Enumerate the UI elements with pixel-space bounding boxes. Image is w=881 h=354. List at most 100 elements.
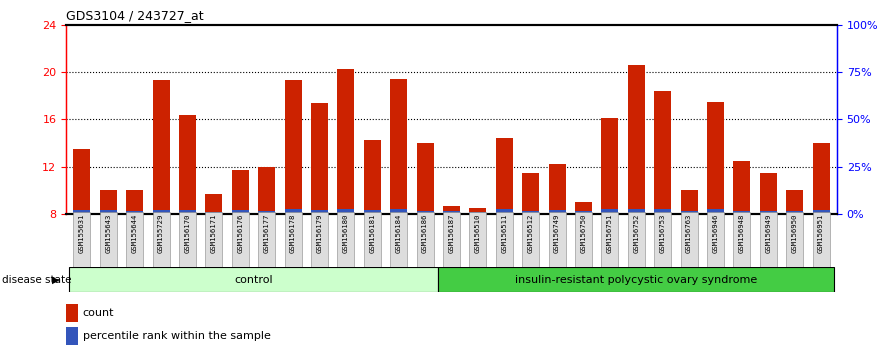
Bar bbox=[575, 212, 592, 267]
Text: GSM156512: GSM156512 bbox=[528, 214, 534, 253]
Text: GSM156184: GSM156184 bbox=[396, 214, 402, 253]
Text: GSM156753: GSM156753 bbox=[660, 214, 666, 253]
Text: GSM156187: GSM156187 bbox=[448, 214, 455, 253]
Bar bbox=[496, 138, 513, 214]
Text: GSM155729: GSM155729 bbox=[158, 214, 164, 253]
Bar bbox=[680, 211, 698, 214]
Text: GSM155644: GSM155644 bbox=[132, 214, 137, 253]
Text: percentile rank within the sample: percentile rank within the sample bbox=[83, 331, 270, 341]
Bar bbox=[733, 211, 751, 214]
Text: GSM155643: GSM155643 bbox=[106, 214, 111, 253]
Text: GSM156186: GSM156186 bbox=[422, 214, 428, 253]
Bar bbox=[179, 212, 196, 267]
Text: GSM156510: GSM156510 bbox=[475, 214, 481, 253]
Bar bbox=[707, 102, 724, 214]
Bar bbox=[390, 79, 407, 214]
Bar bbox=[205, 212, 223, 267]
Bar bbox=[654, 212, 671, 267]
Text: GSM156179: GSM156179 bbox=[316, 214, 322, 253]
Bar bbox=[628, 210, 645, 214]
Text: disease state: disease state bbox=[2, 275, 71, 285]
Bar bbox=[337, 69, 354, 214]
Bar bbox=[364, 212, 381, 267]
Bar bbox=[66, 304, 78, 321]
Bar bbox=[205, 212, 223, 214]
Bar bbox=[680, 190, 698, 214]
Text: GSM156511: GSM156511 bbox=[501, 214, 507, 253]
Text: GSM156946: GSM156946 bbox=[713, 214, 719, 253]
Bar bbox=[100, 212, 117, 267]
Bar bbox=[73, 212, 91, 267]
Bar bbox=[602, 212, 618, 267]
Bar bbox=[311, 103, 328, 214]
Bar bbox=[337, 212, 354, 267]
Bar bbox=[417, 143, 433, 214]
Bar bbox=[707, 210, 724, 214]
Text: insulin-resistant polycystic ovary syndrome: insulin-resistant polycystic ovary syndr… bbox=[515, 275, 758, 285]
Bar bbox=[417, 211, 433, 214]
Bar bbox=[707, 212, 724, 267]
Bar bbox=[549, 212, 566, 267]
Bar bbox=[232, 212, 249, 267]
Bar bbox=[417, 212, 433, 267]
Bar bbox=[522, 212, 539, 267]
Bar bbox=[733, 212, 751, 267]
Bar bbox=[628, 65, 645, 214]
Bar bbox=[73, 210, 91, 214]
Bar bbox=[470, 212, 486, 267]
Bar bbox=[496, 212, 513, 267]
Bar bbox=[759, 173, 777, 214]
Bar bbox=[258, 211, 275, 214]
Text: GSM156176: GSM156176 bbox=[237, 214, 243, 253]
Bar bbox=[522, 173, 539, 214]
Bar bbox=[205, 194, 223, 214]
Bar bbox=[69, 267, 439, 292]
Bar bbox=[258, 212, 275, 267]
Bar bbox=[439, 267, 834, 292]
Bar bbox=[126, 211, 144, 214]
Bar bbox=[285, 210, 301, 214]
Bar bbox=[364, 210, 381, 214]
Bar bbox=[100, 210, 117, 214]
Bar bbox=[443, 206, 460, 214]
Bar bbox=[443, 212, 460, 267]
Bar bbox=[812, 143, 830, 214]
Bar bbox=[179, 115, 196, 214]
Bar bbox=[337, 209, 354, 214]
Text: GSM156171: GSM156171 bbox=[211, 214, 217, 253]
Bar bbox=[152, 212, 170, 267]
Bar bbox=[126, 212, 144, 267]
Text: control: control bbox=[234, 275, 273, 285]
Bar bbox=[258, 167, 275, 214]
Text: count: count bbox=[83, 308, 115, 318]
Bar bbox=[100, 190, 117, 214]
Text: GSM156751: GSM156751 bbox=[607, 214, 613, 253]
Text: GSM156951: GSM156951 bbox=[818, 214, 824, 253]
Bar bbox=[390, 212, 407, 267]
Bar bbox=[390, 210, 407, 214]
Text: GSM156763: GSM156763 bbox=[686, 214, 692, 253]
Text: GSM156180: GSM156180 bbox=[343, 214, 349, 253]
Bar bbox=[73, 149, 91, 214]
Bar bbox=[654, 91, 671, 214]
Bar bbox=[812, 212, 830, 267]
Bar bbox=[285, 80, 301, 214]
Bar bbox=[575, 202, 592, 214]
Bar bbox=[549, 165, 566, 214]
Bar bbox=[443, 211, 460, 214]
Bar bbox=[812, 210, 830, 214]
Bar bbox=[786, 211, 803, 214]
Text: GSM156749: GSM156749 bbox=[554, 214, 560, 253]
Text: ▶: ▶ bbox=[52, 275, 59, 285]
Text: GSM156949: GSM156949 bbox=[766, 214, 771, 253]
Bar bbox=[152, 80, 170, 214]
Bar bbox=[311, 212, 328, 267]
Bar bbox=[680, 212, 698, 267]
Bar bbox=[786, 212, 803, 267]
Text: GSM156752: GSM156752 bbox=[633, 214, 640, 253]
Text: GSM156181: GSM156181 bbox=[369, 214, 375, 253]
Bar bbox=[311, 210, 328, 214]
Text: GSM155631: GSM155631 bbox=[79, 214, 85, 253]
Text: GSM156170: GSM156170 bbox=[184, 214, 190, 253]
Text: GSM156948: GSM156948 bbox=[739, 214, 745, 253]
